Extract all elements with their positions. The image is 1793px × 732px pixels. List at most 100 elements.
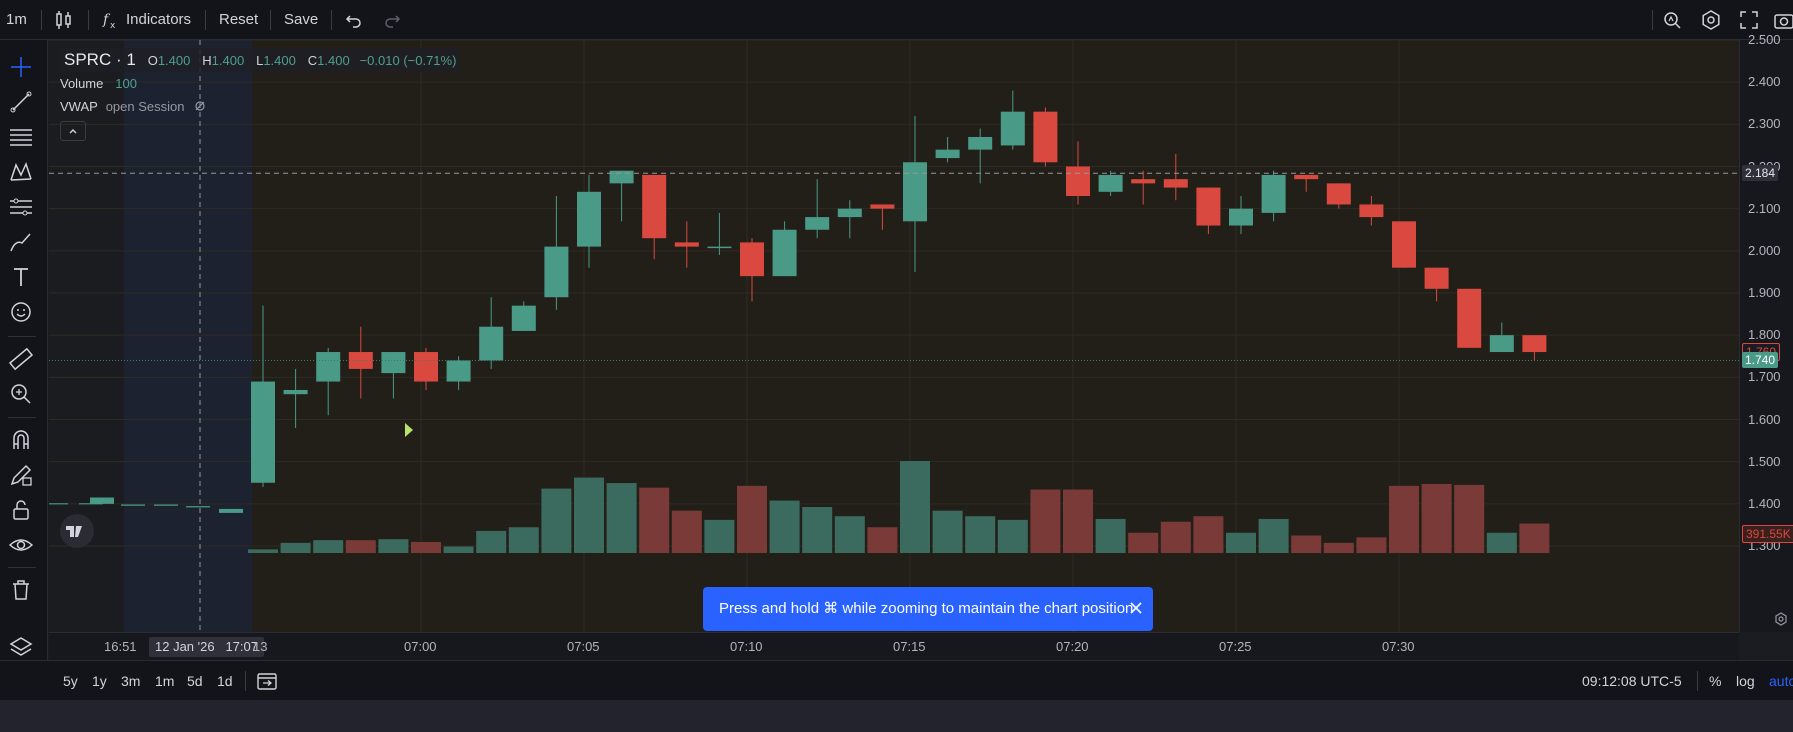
volume-bar (443, 546, 474, 553)
time-label: 07:15 (893, 639, 926, 654)
volume-bar (1193, 516, 1224, 553)
percent-scale-button[interactable]: % (1709, 673, 1722, 689)
time-axis[interactable]: 12 Jan '26 17:07 16:51 13 07:00 07:05 07:10 0… (49, 632, 1739, 660)
volume-bar (867, 527, 898, 553)
candle-body (903, 162, 927, 222)
volume-bar (671, 510, 702, 553)
volume-legend[interactable]: Volume 100 (60, 75, 137, 91)
symbol-name[interactable]: SPRC · 1 (64, 50, 136, 69)
fullscreen-icon[interactable] (1738, 9, 1760, 31)
lock-icon[interactable] (8, 497, 34, 523)
price-axis[interactable]: 2.5002.4002.3002.2002.1002.0001.9001.800… (1739, 32, 1793, 632)
candle-body (577, 191, 601, 247)
undo-icon[interactable] (343, 9, 365, 31)
crosshair-icon[interactable] (8, 54, 34, 80)
quick-search-icon[interactable] (1661, 9, 1683, 31)
range-1y-button[interactable]: 1y (92, 673, 107, 689)
ruler-icon[interactable] (8, 346, 34, 372)
range-1d-button[interactable]: 1d (217, 673, 233, 689)
volume-bar (280, 542, 311, 553)
axis-settings-icon[interactable] (1774, 612, 1788, 626)
svg-text:x: x (110, 21, 116, 30)
time-label: 07:30 (1382, 639, 1415, 654)
candle-body (837, 208, 862, 218)
candle-body (609, 170, 634, 184)
volume-bar (541, 488, 572, 553)
close-icon[interactable] (1129, 601, 1143, 615)
candle-body (772, 229, 797, 277)
forecast-icon[interactable] (8, 194, 34, 220)
auto-scale-button[interactable]: auto (1769, 673, 1793, 689)
object-tree-icon[interactable] (8, 634, 34, 660)
toolbar-divider (88, 10, 89, 30)
candle-body (1424, 267, 1449, 289)
pattern-icon[interactable] (8, 159, 34, 185)
volume-bar (248, 549, 278, 553)
price-label: 2.000 (1748, 242, 1781, 258)
fib-icon[interactable] (8, 124, 34, 150)
time-label: 07:20 (1056, 639, 1089, 654)
cursor-marker (405, 423, 413, 437)
volume-bar (802, 507, 833, 553)
volume-bar (997, 519, 1028, 553)
price-label: 1.800 (1748, 327, 1781, 343)
goto-date-icon[interactable] (256, 671, 278, 691)
drawing-toolbar (0, 40, 48, 700)
vwap-legend[interactable]: VWAP open Session (60, 98, 206, 114)
settings-icon[interactable] (1700, 9, 1722, 31)
candle-body (414, 352, 438, 382)
emoji-icon[interactable] (8, 299, 34, 325)
crosshair-date-label: 12 Jan '26 17:07 (149, 637, 264, 657)
toolbar-divider (1652, 10, 1653, 30)
chart-pane[interactable] (49, 40, 1739, 632)
candle-body (1326, 183, 1351, 205)
volume-bar (1226, 532, 1256, 553)
bottom-toolbar: 5y 1y 3m 1m 5d 1d 09:12:08 UTC-5 % log a… (0, 660, 1793, 700)
trend-line-icon[interactable] (8, 89, 34, 115)
price-label: 2.400 (1748, 74, 1781, 90)
range-3m-button[interactable]: 3m (121, 673, 141, 689)
trash-icon[interactable] (8, 577, 34, 603)
hidden-eye-icon[interactable] (194, 100, 206, 112)
volume-value: 100 (115, 76, 137, 91)
volume-bar (1160, 521, 1191, 553)
stay-drawing-icon[interactable] (8, 462, 34, 488)
vwap-params: open Session (105, 99, 185, 114)
text-icon[interactable] (8, 264, 34, 290)
brush-icon[interactable] (8, 229, 34, 255)
session-highlight (124, 40, 252, 632)
volume-bar (378, 539, 409, 553)
redo-icon[interactable] (381, 9, 403, 31)
volume-bar (1063, 489, 1093, 553)
clock[interactable]: 09:12:08 UTC-5 (1582, 673, 1682, 689)
toolbar-divider (1697, 671, 1698, 691)
candle-body (1522, 335, 1547, 353)
magnet-icon[interactable] (8, 427, 34, 453)
volume-bar (900, 461, 930, 553)
zoom-in-icon[interactable] (8, 381, 34, 407)
volume-bar (704, 519, 735, 553)
range-5y-button[interactable]: 5y (63, 673, 78, 689)
close-label: C (307, 53, 318, 68)
candle-body (740, 242, 764, 277)
interval-button[interactable]: 1m (6, 11, 27, 28)
screenshot-icon[interactable] (1773, 9, 1793, 31)
save-button[interactable]: Save (284, 11, 319, 28)
range-5d-button[interactable]: 5d (187, 673, 203, 689)
volume-bar (737, 485, 767, 553)
low-label: L (256, 53, 264, 68)
volume-bar (1030, 489, 1061, 553)
range-1m-button[interactable]: 1m (155, 673, 175, 689)
candle-body (1196, 187, 1221, 226)
reset-button[interactable]: Reset (219, 11, 259, 28)
log-scale-button[interactable]: log (1736, 673, 1755, 689)
candlestick-chart[interactable] (49, 40, 1739, 632)
candle-body (707, 246, 732, 249)
collapse-legend-button[interactable] (60, 121, 86, 141)
symbol-legend[interactable]: SPRC · 1 O1.400 H1.400 L1.400 C1.400 −0.… (60, 48, 461, 72)
eye-icon[interactable] (8, 532, 34, 558)
bar-type-icon[interactable] (53, 9, 75, 31)
price-label: 1.500 (1748, 453, 1781, 469)
